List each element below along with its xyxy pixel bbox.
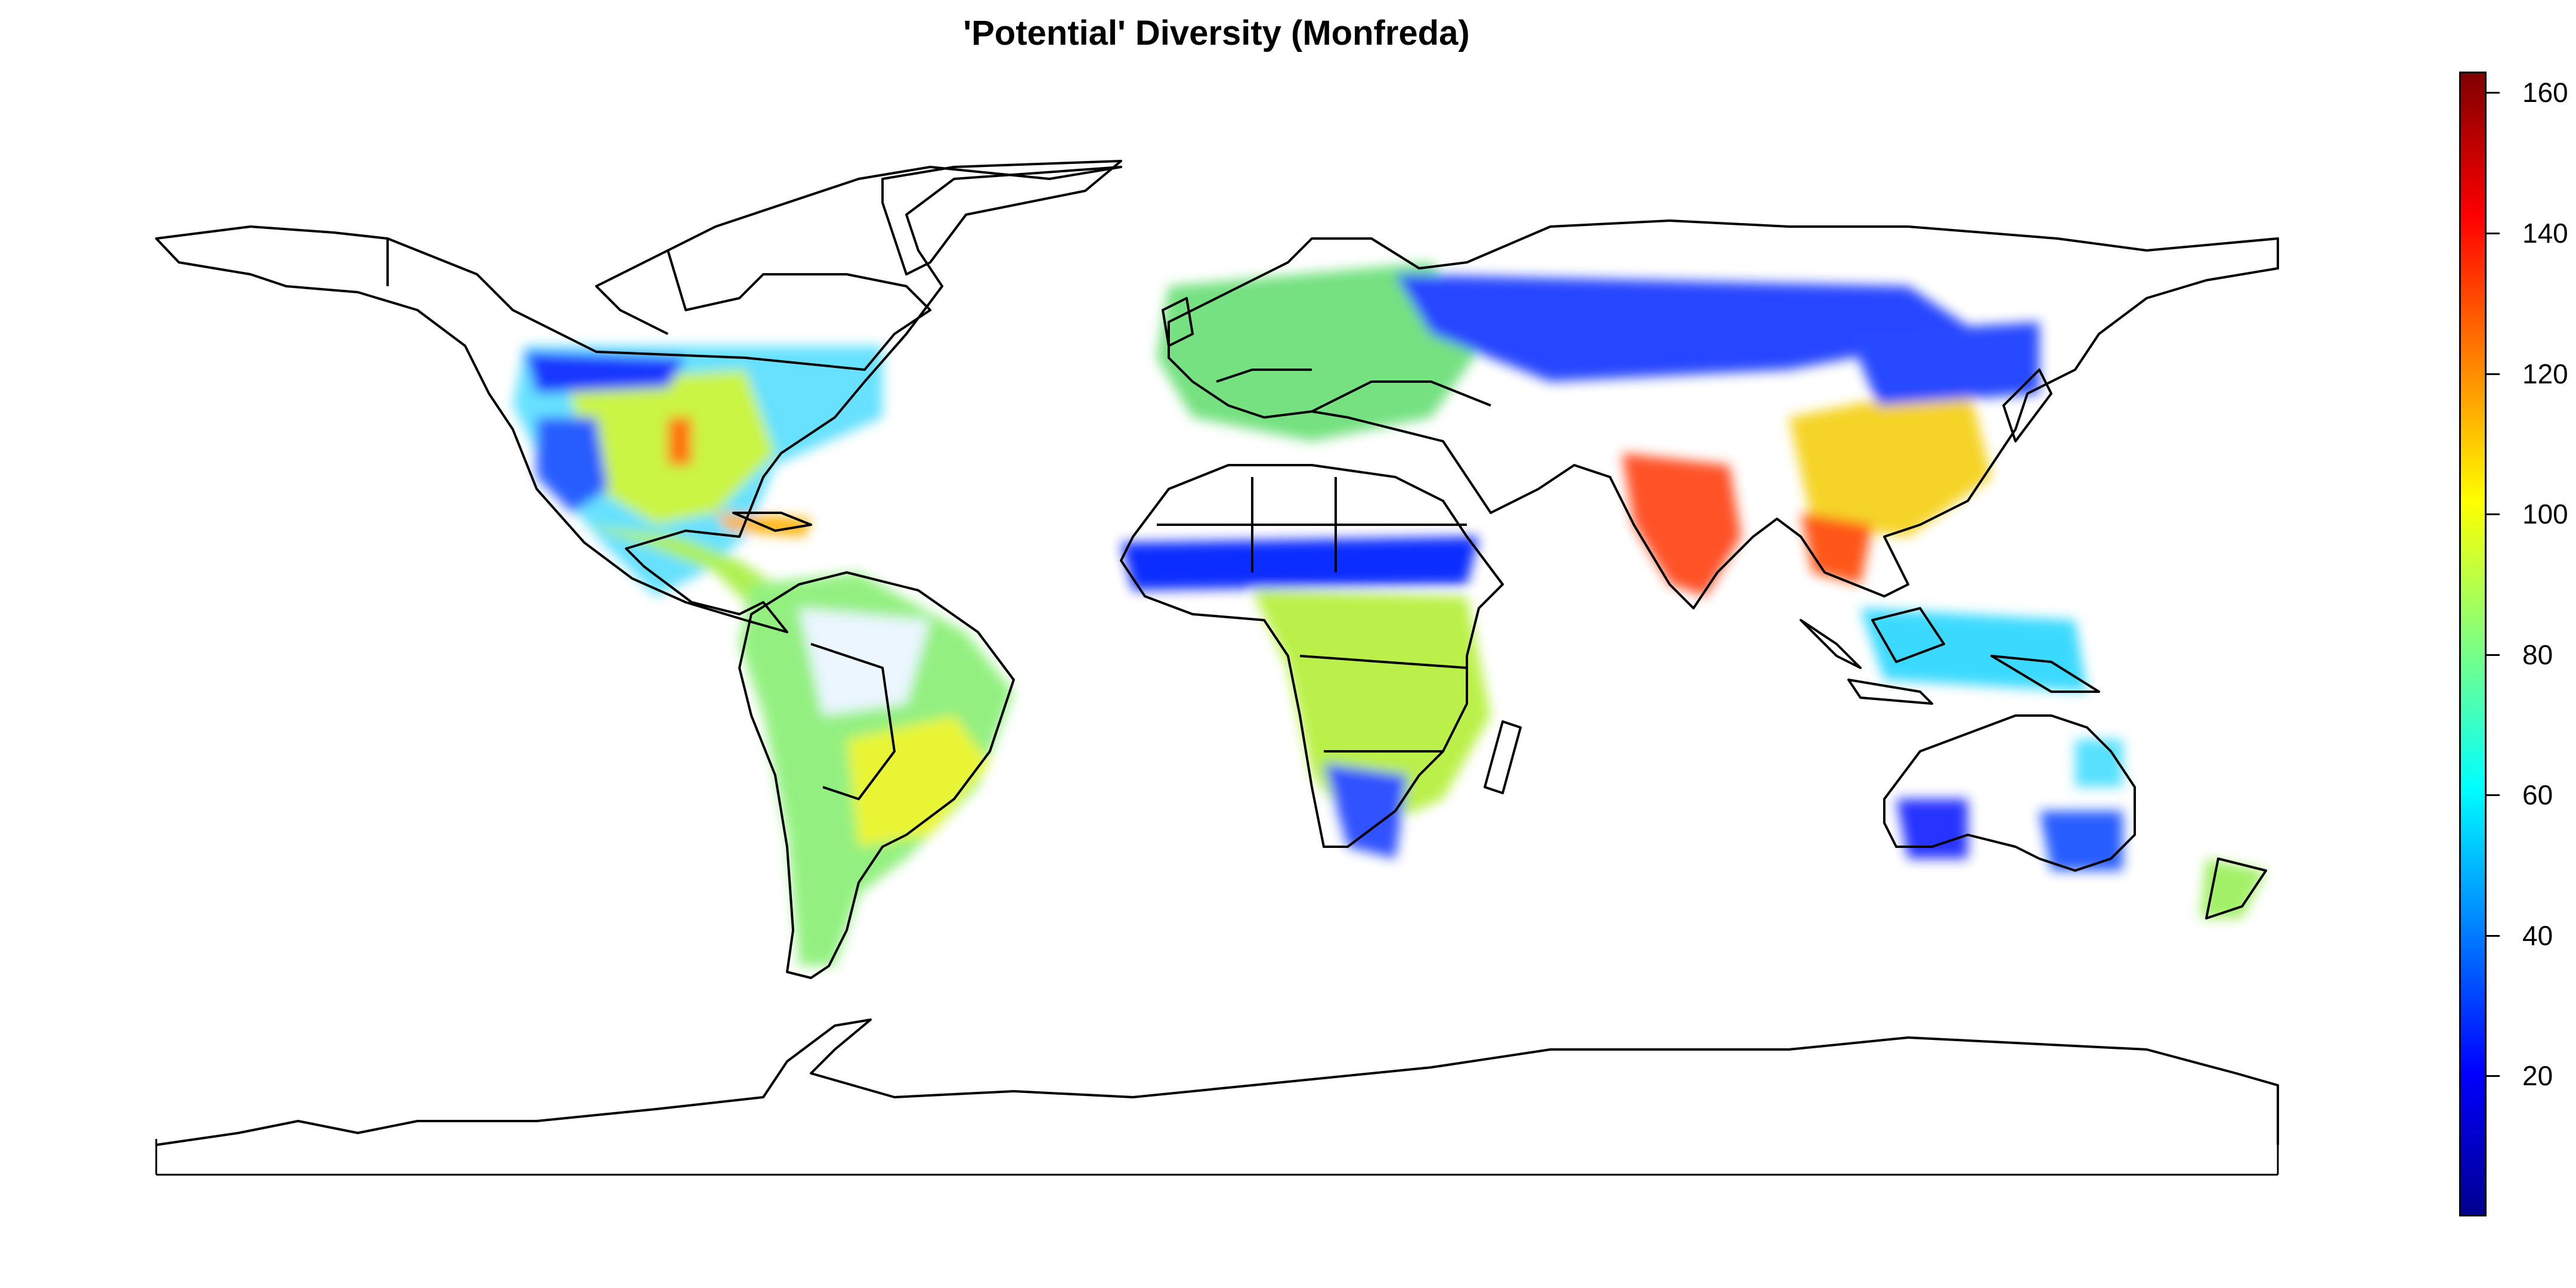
map-title: 'Potential' Diversity (Monfreda)	[963, 14, 1470, 52]
coastlines	[155, 160, 2279, 1146]
colorbar-tick	[2487, 654, 2500, 656]
colorbar-tick-label: 120	[2522, 358, 2568, 389]
colorbar-gradient	[2459, 72, 2487, 1216]
colorbar-tick-label: 80	[2522, 639, 2553, 670]
colorbar-tick-label: 20	[2522, 1060, 2553, 1092]
colorbar-tick-label: 60	[2522, 779, 2553, 811]
colorbar-tick-label: 100	[2522, 499, 2568, 530]
colorbar-tick	[2487, 373, 2500, 375]
colorbar-tick	[2487, 232, 2500, 234]
map-frame	[155, 1139, 2279, 1176]
colorbar-tick	[2487, 1075, 2500, 1078]
diversity-raster	[513, 262, 2266, 966]
colorbar-tick	[2487, 794, 2500, 797]
colorbar-tick-label: 40	[2522, 919, 2553, 951]
colorbar-tick	[2487, 92, 2500, 94]
colorbar-tick	[2487, 513, 2500, 516]
colorbar-tick-label: 140	[2522, 217, 2568, 249]
colorbar-tick	[2487, 934, 2500, 937]
colorbar-tick-label: 160	[2522, 77, 2568, 109]
